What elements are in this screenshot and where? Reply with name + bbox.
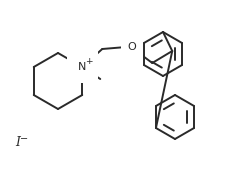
Text: +: + (85, 57, 93, 66)
Text: −: − (20, 134, 28, 144)
Text: O: O (128, 42, 137, 52)
Text: I: I (15, 136, 21, 149)
Text: N: N (78, 62, 86, 72)
